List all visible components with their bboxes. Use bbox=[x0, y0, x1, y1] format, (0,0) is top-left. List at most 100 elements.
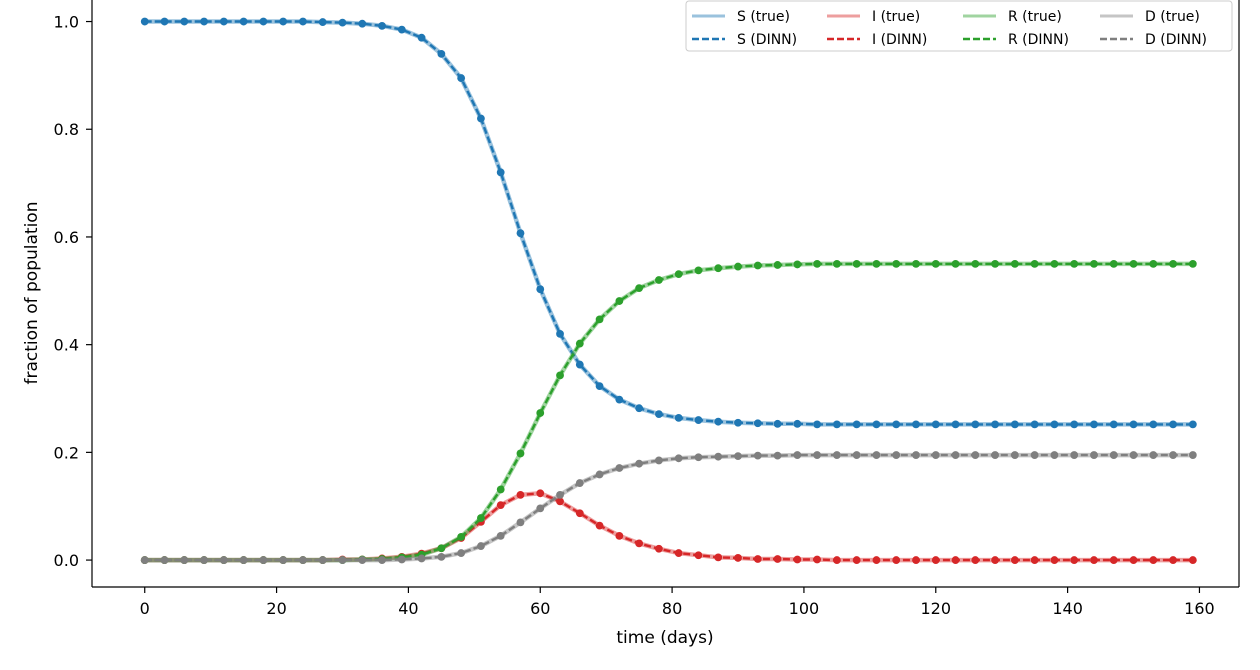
series-r-point bbox=[832, 259, 841, 268]
series-s-point bbox=[1169, 420, 1177, 429]
series-d-point bbox=[931, 451, 940, 459]
series-s-point bbox=[635, 404, 644, 413]
series-d-point bbox=[912, 451, 920, 459]
series-s-point bbox=[279, 17, 288, 26]
series-d-point bbox=[397, 555, 406, 564]
series-s-point bbox=[793, 419, 802, 428]
series-i-point bbox=[813, 555, 822, 564]
series-s-point bbox=[299, 17, 307, 26]
series-s-point bbox=[595, 382, 604, 391]
series-r-point bbox=[931, 259, 940, 268]
x-tick-label: 40 bbox=[398, 599, 418, 618]
series-d-point bbox=[971, 451, 980, 459]
series-i-point bbox=[872, 556, 881, 564]
series-s-point bbox=[753, 419, 762, 428]
series-d-point bbox=[1050, 451, 1059, 459]
series-s-point bbox=[931, 420, 940, 429]
series-d-point bbox=[694, 453, 703, 462]
series-d-point bbox=[180, 556, 189, 564]
series-layer bbox=[140, 17, 1197, 564]
series-r-point bbox=[1030, 259, 1039, 268]
legend-i-true-label: I (true) bbox=[872, 9, 920, 25]
series-d-point bbox=[813, 451, 822, 459]
legend-d-true-label: D (true) bbox=[1145, 9, 1200, 25]
legend-s-dinn-label: S (DINN) bbox=[737, 32, 797, 48]
series-i-point bbox=[1090, 556, 1098, 564]
series-i-point bbox=[536, 489, 545, 498]
legend-frame bbox=[685, 0, 1233, 52]
series-s-point bbox=[734, 418, 742, 427]
series-s-point bbox=[714, 417, 723, 426]
series-d-point bbox=[1188, 451, 1197, 459]
series-r-point bbox=[694, 266, 703, 275]
series-i-point bbox=[1030, 556, 1039, 564]
x-tick-label: 120 bbox=[920, 599, 951, 618]
series-r-point bbox=[971, 259, 980, 268]
series-d-point bbox=[299, 556, 307, 564]
series-r-point bbox=[813, 259, 822, 268]
series-r-point bbox=[655, 276, 663, 284]
series-s-point bbox=[200, 17, 208, 26]
series-s-point bbox=[397, 25, 406, 34]
y-tick-label: 0.0 bbox=[54, 551, 79, 570]
series-i-point bbox=[1169, 556, 1177, 564]
series-s-point bbox=[1070, 420, 1079, 429]
series-s-point bbox=[912, 420, 920, 429]
series-i-point bbox=[1129, 556, 1138, 564]
series-d-point bbox=[160, 556, 169, 564]
series-s-point bbox=[832, 420, 841, 429]
series-d-point bbox=[575, 479, 584, 487]
series-r-point bbox=[674, 270, 683, 279]
series-s-point bbox=[358, 19, 367, 28]
y-tick-label: 1.0 bbox=[54, 13, 79, 32]
series-i-point bbox=[556, 497, 564, 506]
series-s-point bbox=[536, 285, 545, 294]
series-s-point bbox=[1109, 420, 1118, 429]
series-d-point bbox=[358, 556, 367, 564]
x-tick-label: 100 bbox=[789, 599, 820, 618]
series-i-point bbox=[1109, 556, 1118, 564]
series-r-point bbox=[951, 259, 960, 268]
series-i-point bbox=[951, 556, 960, 564]
series-d-point bbox=[635, 459, 644, 468]
series-s-point bbox=[457, 74, 466, 82]
series-i-point bbox=[496, 501, 505, 510]
series-d-point bbox=[1109, 451, 1118, 459]
y-tick-label: 0.4 bbox=[54, 336, 79, 355]
series-i-point bbox=[516, 491, 525, 499]
series-d-point bbox=[417, 554, 426, 563]
series-d-point bbox=[1010, 451, 1019, 459]
series-s-point bbox=[338, 18, 347, 27]
series-s-point bbox=[1050, 420, 1059, 429]
legend-s-true-label: S (true) bbox=[737, 9, 790, 25]
series-r-point bbox=[872, 259, 881, 268]
series-r-point bbox=[1109, 259, 1118, 268]
series-s-point bbox=[1129, 420, 1138, 429]
series-d-point bbox=[655, 456, 663, 465]
series-i-point bbox=[1188, 556, 1197, 564]
series-r-point bbox=[714, 264, 723, 273]
series-s-point bbox=[852, 420, 861, 429]
series-i-point bbox=[832, 556, 841, 564]
series-d-point bbox=[457, 549, 466, 557]
series-d-point bbox=[852, 451, 861, 459]
series-r-point bbox=[852, 259, 861, 268]
series-i-point bbox=[753, 555, 762, 563]
series-d-point bbox=[615, 464, 624, 472]
series-d-point bbox=[318, 556, 327, 564]
series-d-point bbox=[892, 451, 901, 459]
series-d-point bbox=[753, 451, 762, 460]
series-s-point bbox=[575, 360, 584, 369]
series-s-point bbox=[516, 229, 525, 238]
series-r-point bbox=[457, 533, 466, 541]
series-r-point bbox=[793, 260, 802, 269]
series-d-point bbox=[595, 470, 604, 479]
series-i-point bbox=[635, 539, 644, 548]
series-d-point bbox=[1070, 451, 1079, 459]
series-d-point bbox=[477, 542, 485, 550]
series-d-point bbox=[556, 491, 564, 499]
series-d-point bbox=[1129, 451, 1138, 459]
series-r-point bbox=[477, 514, 485, 522]
series-s-point bbox=[417, 33, 426, 42]
